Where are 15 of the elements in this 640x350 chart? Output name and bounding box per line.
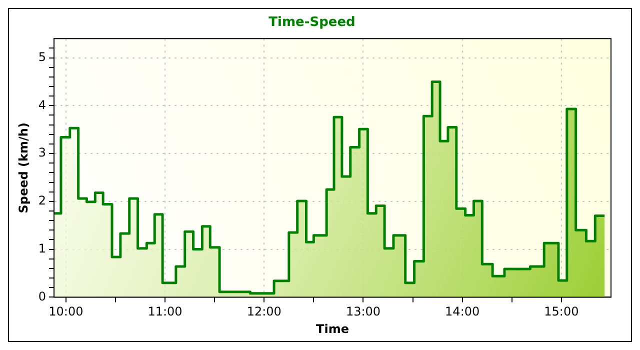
- x-tick-label: 12:00: [246, 304, 282, 319]
- x-tick-label: 10:00: [48, 304, 84, 319]
- y-tick-label: 0: [38, 289, 46, 304]
- x-tick-label: 14:00: [445, 304, 480, 319]
- chart-title: Time-Speed: [268, 15, 356, 30]
- x-tick-label: 11:00: [148, 304, 182, 319]
- x-axis-title: Time: [316, 322, 349, 336]
- y-tick-label: 3: [38, 146, 46, 160]
- y-tick-label: 4: [38, 98, 46, 112]
- y-tick-label: 5: [38, 50, 46, 64]
- y-tick-label: 2: [38, 194, 46, 208]
- y-tick-label: 1: [38, 241, 46, 256]
- y-axis-title: Speed (km/h): [16, 122, 30, 214]
- x-tick-label: 13:00: [346, 304, 381, 319]
- x-tick-label: 15:00: [544, 304, 579, 319]
